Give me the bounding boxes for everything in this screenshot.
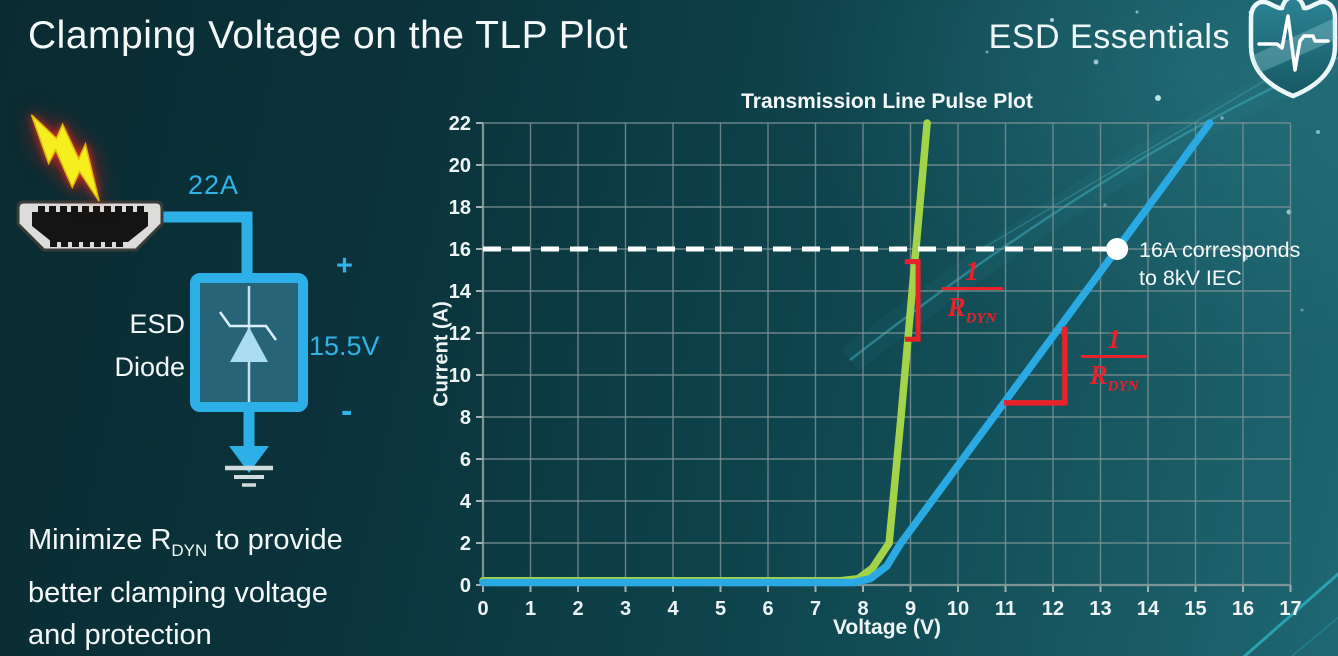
marker-annotation-line1: 16A corresponds	[1139, 238, 1301, 262]
svg-text:8: 8	[857, 598, 868, 620]
fraction-bar	[1081, 355, 1147, 358]
svg-text:12: 12	[449, 323, 471, 345]
svg-text:7: 7	[810, 598, 821, 620]
brand-title: ESD Essentials	[988, 18, 1230, 56]
svg-text:5: 5	[715, 598, 726, 620]
svg-text:9: 9	[905, 598, 916, 620]
plus-polarity-label: +	[336, 250, 353, 282]
svg-text:0: 0	[477, 598, 488, 620]
svg-text:6: 6	[762, 598, 773, 620]
svg-text:6: 6	[460, 449, 471, 471]
fraction-bar	[941, 287, 1003, 290]
svg-text:13: 13	[1089, 598, 1111, 620]
tlp-chart: Transmission Line Pulse Plot Current (A)…	[420, 85, 1338, 656]
surge-current-label: 22A	[188, 170, 240, 200]
esd-diode-label-line2: Diode	[114, 352, 185, 382]
svg-text:1: 1	[525, 598, 536, 620]
svg-text:8: 8	[460, 407, 471, 429]
fraction-numerator: 1	[1107, 324, 1121, 354]
svg-text:4: 4	[667, 598, 679, 620]
svg-text:17: 17	[1279, 598, 1301, 620]
takeaway-note-line1: Minimize RDYN to provide	[28, 524, 343, 560]
x-axis-label: Voltage (V)	[832, 616, 942, 639]
tvs-diode-symbol	[218, 311, 278, 341]
wire	[152, 211, 253, 275]
svg-text:2: 2	[572, 598, 583, 620]
takeaway-note: Minimize RDYN to provide better clamping…	[28, 519, 343, 656]
svg-text:0: 0	[460, 575, 471, 597]
svg-text:14: 14	[1137, 598, 1160, 620]
chart-title: Transmission Line Pulse Plot	[741, 90, 1033, 113]
slope-label-blue-curve: 1 RDYN	[1081, 326, 1147, 402]
takeaway-note-line2: better clamping voltage	[28, 576, 328, 609]
diode-triangle	[230, 327, 268, 362]
chart-plot-area: 0 1 2 3 4 5 6 7 8 9 10 11 12 13 14 15 16 1702468101214161…	[449, 113, 1302, 620]
esd-diode-label: ESD Diode	[90, 303, 185, 389]
svg-text:11: 11	[995, 598, 1016, 620]
esd-diode-label-line1: ESD	[129, 309, 185, 339]
svg-text:10: 10	[449, 365, 471, 387]
takeaway-note-line3: and protection	[28, 618, 212, 651]
svg-text:22: 22	[449, 113, 471, 135]
corner-swoosh	[1291, 616, 1338, 656]
marker-annotation: 16A corresponds to 8kV IEC	[1139, 236, 1300, 292]
svg-text:4: 4	[460, 491, 472, 513]
page-title: Clamping Voltage on the TLP Plot	[28, 14, 628, 57]
svg-text:20: 20	[449, 155, 471, 177]
svg-text:3: 3	[620, 598, 631, 620]
ground-symbol	[225, 465, 273, 487]
svg-text:15: 15	[1184, 598, 1206, 620]
marker-annotation-line2: to 8kV IEC	[1139, 266, 1242, 290]
fraction-numerator: 1	[965, 256, 979, 286]
hdmi-connector-icon	[16, 200, 164, 252]
svg-text:18: 18	[449, 197, 471, 219]
svg-text:14: 14	[449, 281, 472, 303]
down-arrowhead-icon	[229, 446, 269, 473]
esd-essentials-shield-logo	[1248, 0, 1338, 99]
fraction-denominator: RDYN	[1089, 360, 1139, 395]
pulse-line-icon	[1257, 14, 1330, 72]
esd-strike-lightning-icon	[30, 114, 100, 202]
svg-text:12: 12	[1042, 598, 1064, 620]
minus-polarity-label: -	[341, 392, 353, 430]
svg-text:10: 10	[947, 598, 969, 620]
svg-text:16: 16	[1232, 598, 1254, 620]
svg-text:2: 2	[460, 533, 471, 555]
corner-swoosh	[1242, 572, 1338, 656]
svg-text:16: 16	[449, 239, 471, 261]
clamping-voltage-label: 15.5V	[309, 331, 380, 361]
esd-protection-circuit	[152, 211, 308, 487]
fraction-denominator: RDYN	[947, 292, 997, 327]
slope-label-green-curve: 1 RDYN	[941, 258, 1003, 334]
